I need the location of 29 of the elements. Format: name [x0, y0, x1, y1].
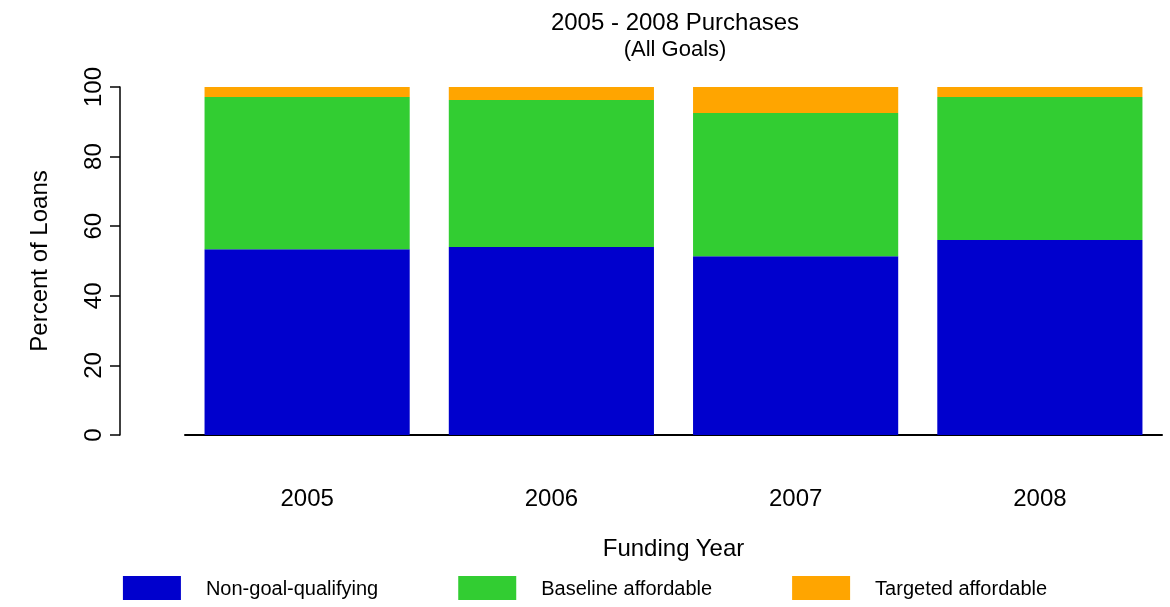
bar — [448, 247, 654, 435]
bar — [693, 256, 899, 435]
y-tick-label: 20 — [78, 352, 106, 379]
y-tick-label: 100 — [78, 66, 106, 108]
x-tick-label: 2008 — [1013, 483, 1067, 511]
x-tick-label: 2006 — [524, 483, 579, 511]
bar — [937, 240, 1143, 435]
legend-label: Baseline affordable — [541, 577, 713, 599]
x-tick-label: 2007 — [768, 483, 823, 511]
bar — [204, 97, 410, 250]
y-tick-label: 0 — [78, 428, 106, 442]
chart-subtitle: (All Goals) — [623, 35, 727, 61]
y-axis-title: Percent of Loans — [24, 170, 52, 352]
legend-label: Non-goal-qualifying — [205, 577, 379, 599]
chart-title: 2005 - 2008 Purchases — [550, 7, 800, 35]
x-axis-title: Funding Year — [602, 533, 745, 561]
x-tick-label: 2005 — [280, 483, 334, 511]
bar — [204, 87, 410, 98]
bar — [693, 113, 899, 257]
bar — [448, 99, 654, 248]
bar — [693, 87, 899, 114]
bar — [937, 97, 1143, 241]
legend-label: Targeted affordable — [875, 577, 1048, 599]
y-tick-label: 80 — [78, 143, 106, 170]
bar — [937, 87, 1143, 98]
bar — [448, 87, 654, 100]
bar — [204, 249, 410, 435]
y-tick-label: 60 — [78, 212, 106, 240]
y-tick-label: 40 — [78, 282, 106, 310]
